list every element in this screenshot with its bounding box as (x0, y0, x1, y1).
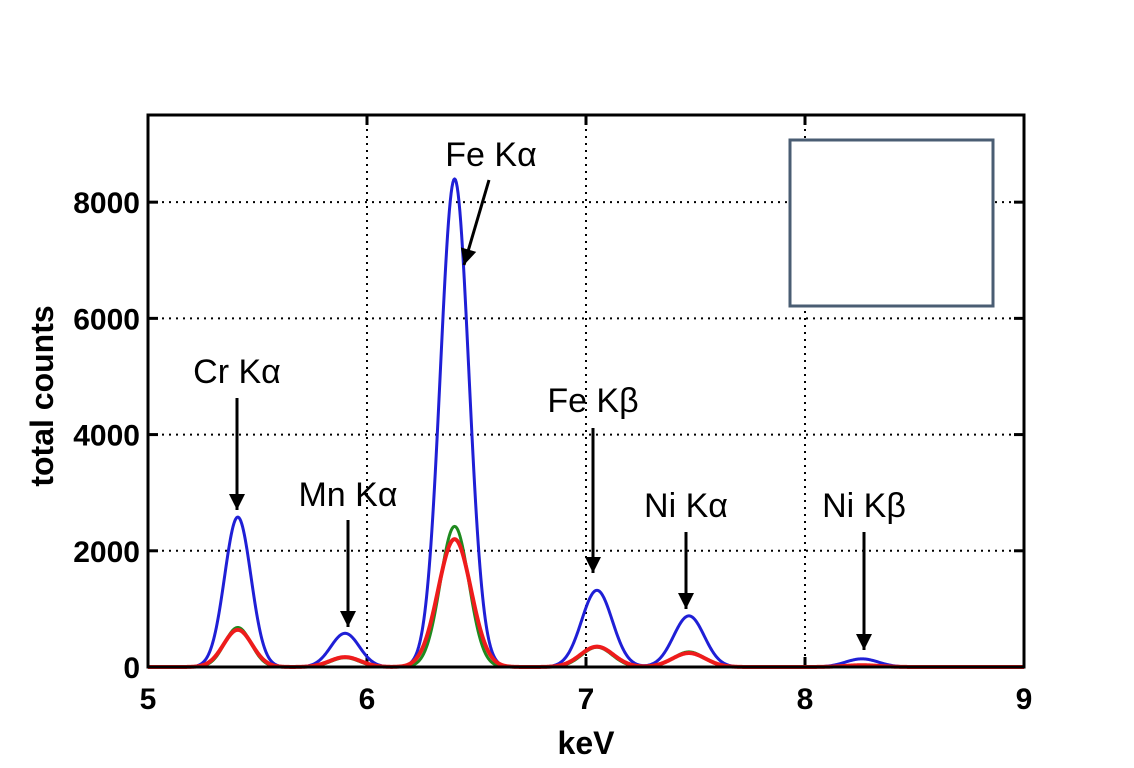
peak-label: Ni Kα (644, 487, 728, 525)
y-tick-label: 4000 (73, 420, 140, 453)
y-axis-label: total counts (24, 305, 60, 486)
peak-label: Fe Kα (445, 136, 536, 174)
peak-arrow-head (585, 557, 601, 573)
annotations-group: Cr Kα Mn Kα Fe Kα Fe Kβ Ni Kα Ni Kβ (193, 136, 906, 650)
y-tick-label: 6000 (73, 303, 140, 336)
peak-arrow-head (678, 593, 694, 609)
x-tick-label: 6 (359, 683, 376, 716)
x-tick-labels: 5 6 7 8 9 (140, 683, 1033, 716)
legend-box (788, 138, 995, 308)
y-tick-label: 2000 (73, 536, 140, 569)
peak-label: Ni Kβ (822, 487, 906, 525)
peak-label: Mn Kα (298, 476, 397, 514)
y-tick-labels: 0 2000 4000 6000 8000 (73, 187, 140, 685)
peak-label: Cr Kα (193, 353, 281, 391)
x-tick-label: 7 (578, 683, 595, 716)
y-tick-label: 8000 (73, 187, 140, 220)
x-tick-label: 8 (797, 683, 814, 716)
peak-arrow-head (460, 247, 477, 265)
peak-label: Fe Kβ (547, 382, 638, 420)
x-tick-label: 9 (1016, 683, 1033, 716)
x-axis-label: keV (558, 725, 616, 761)
y-tick-label: 0 (123, 652, 140, 685)
peak-arrow-head (229, 494, 245, 510)
axes-frame (146, 113, 1026, 669)
peak-arrow-head (340, 611, 356, 627)
peak-arrow-head (856, 634, 872, 650)
x-tick-label: 5 (140, 683, 157, 716)
